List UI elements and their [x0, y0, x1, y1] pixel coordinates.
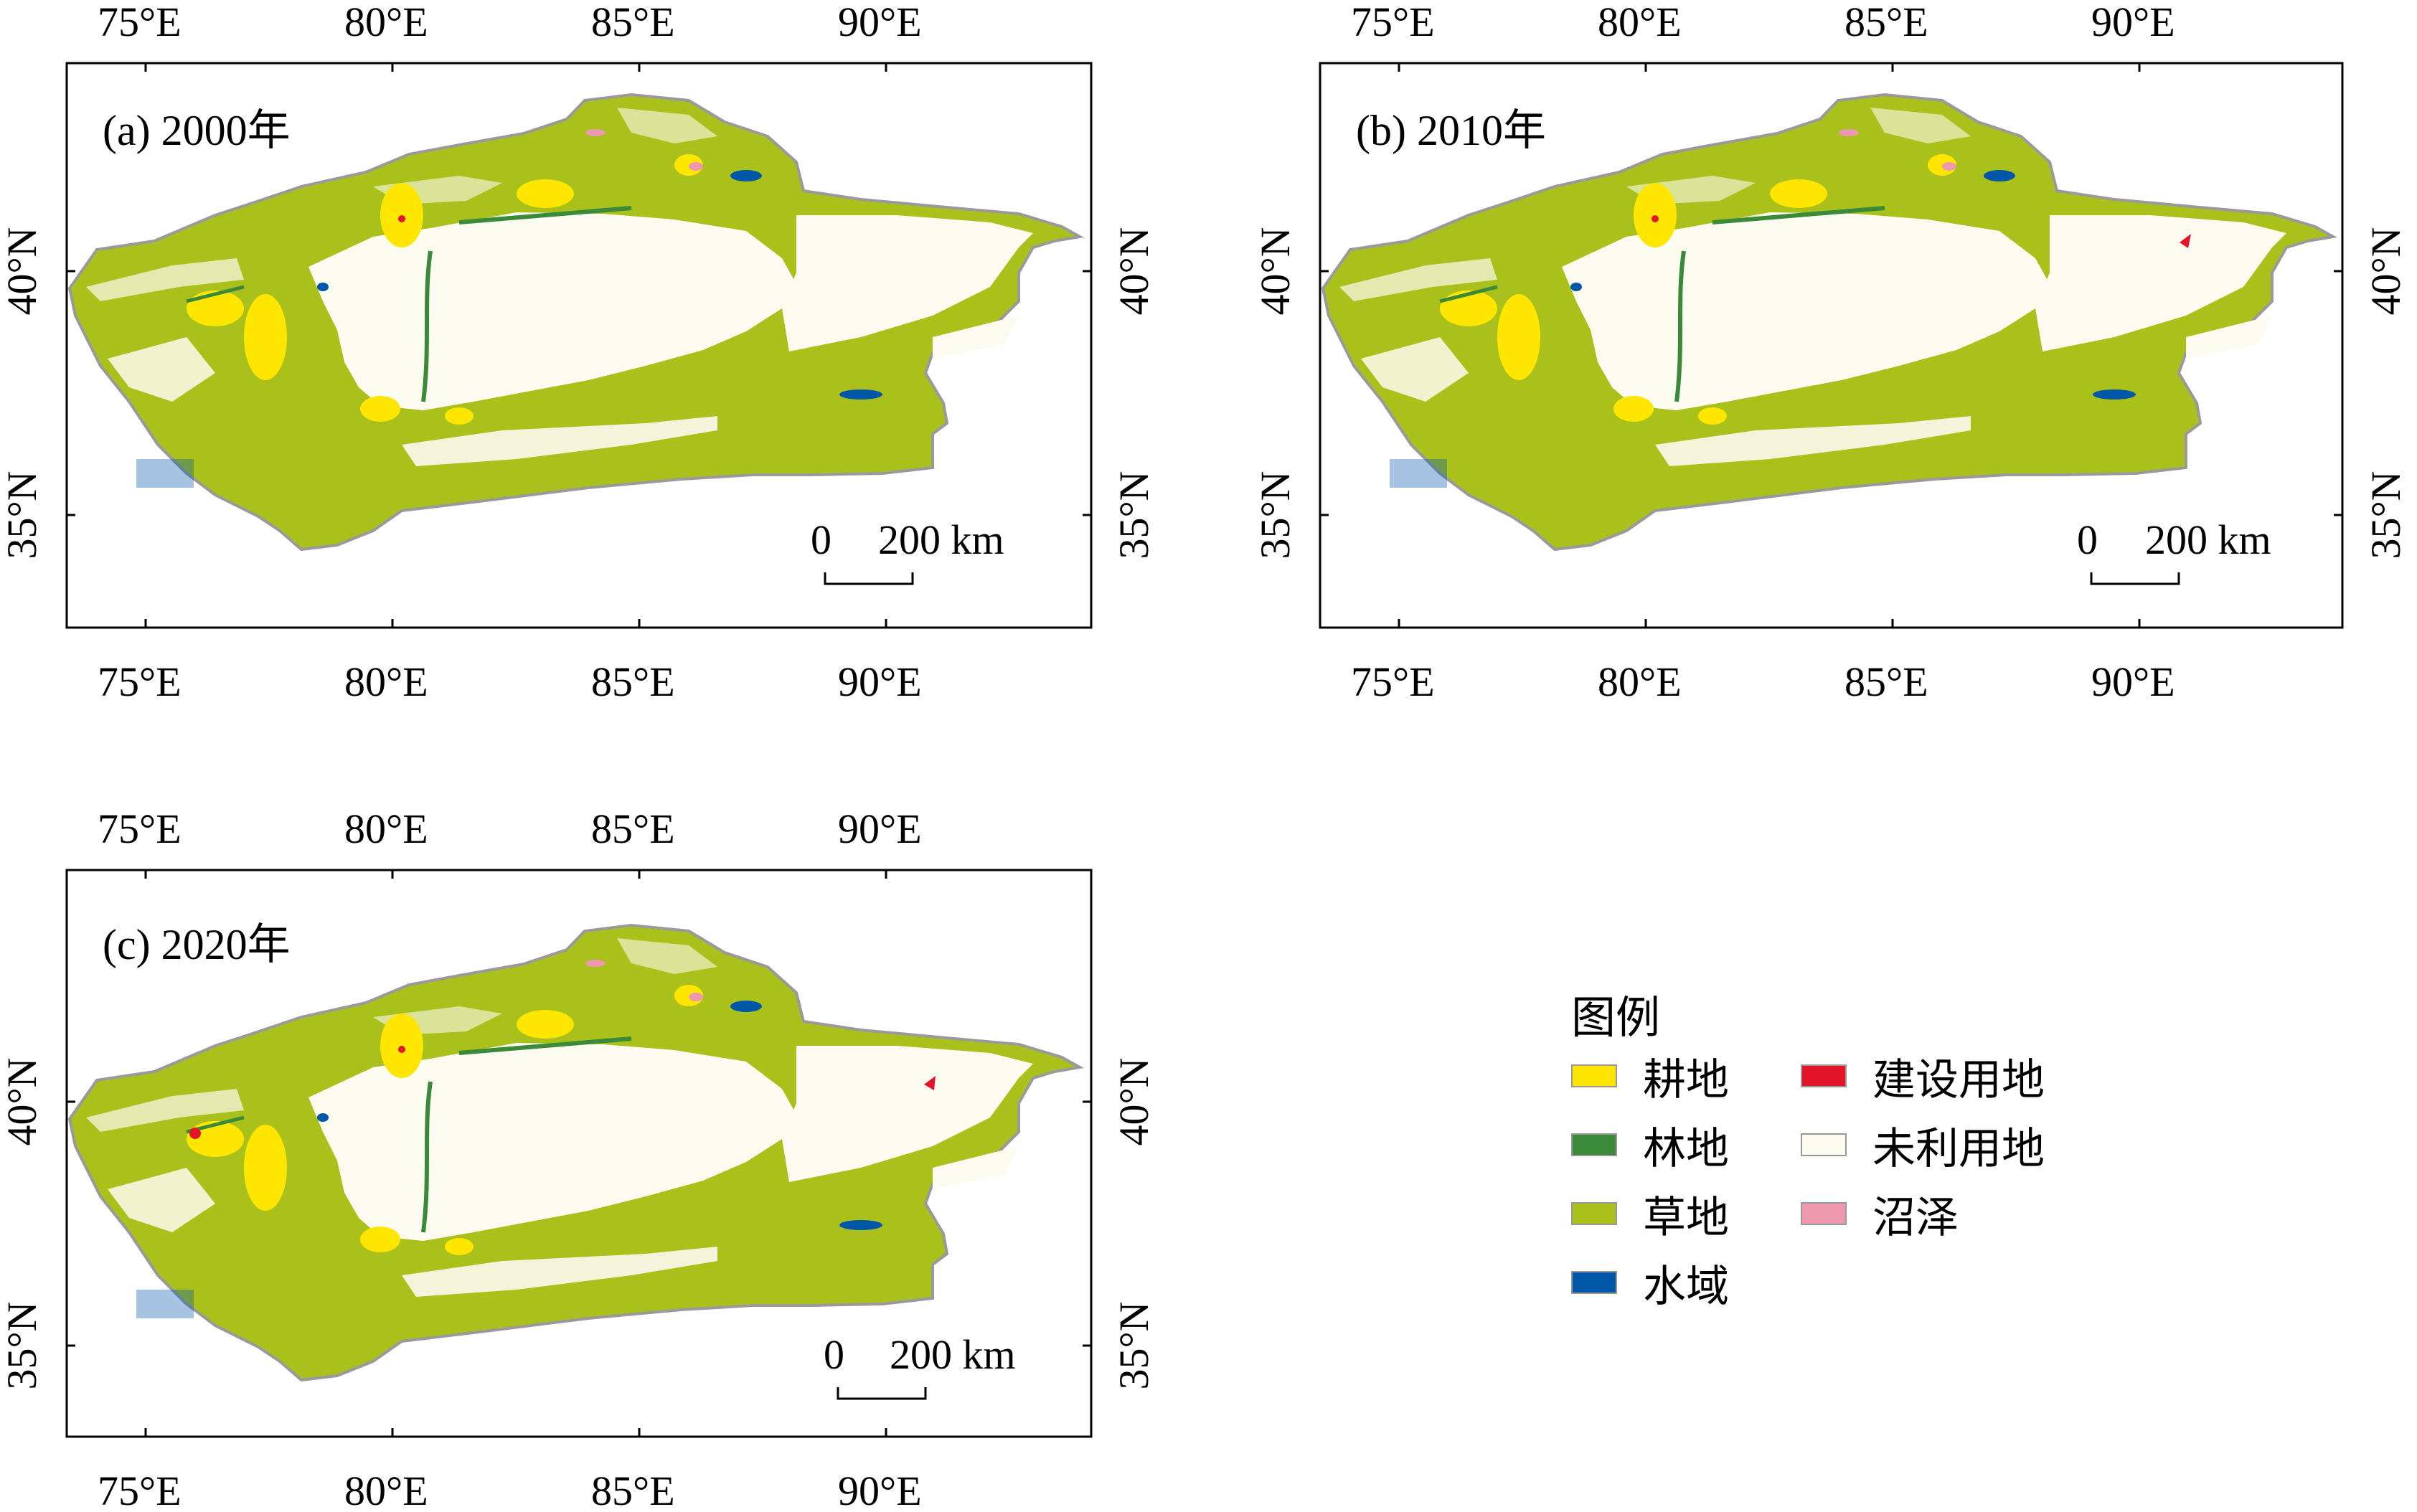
scale-bar: 0 200 km: [2077, 516, 2271, 585]
lon-tick-80: 80°E: [344, 805, 428, 852]
scale-bar: 0 200 km: [811, 516, 1004, 585]
lon-tick-90: 90°E: [2091, 658, 2175, 705]
lat-tick-35-right: 35°N: [2362, 471, 2409, 559]
lon-tick-75: 75°E: [98, 1468, 182, 1512]
lon-tick-85: 85°E: [591, 805, 675, 852]
scale-bar: 0 200 km: [824, 1331, 1016, 1400]
lat-tick-40-left: 40°N: [1252, 227, 1299, 315]
lat-tick-40-right: 40°N: [1111, 227, 1157, 315]
legend-swatch: [1801, 1064, 1847, 1087]
scale-distance: 200 km: [890, 1331, 1016, 1378]
legend-label: 林地: [1643, 1123, 1729, 1174]
construction-patch: [189, 1128, 201, 1139]
lon-tick-90: 90°E: [838, 805, 922, 852]
construction-patch: [924, 1076, 936, 1090]
lon-tick-90: 90°E: [2091, 0, 2175, 45]
lon-tick-80: 80°E: [344, 1468, 428, 1512]
panel-title: (b) 2010年: [1356, 107, 1546, 154]
scale-zero: 0: [824, 1331, 844, 1378]
legend-swatch: [1801, 1133, 1847, 1156]
legend-item-unused: 未利用地: [1801, 1116, 2045, 1174]
lon-tick-75: 75°E: [1351, 0, 1435, 45]
frame-ticks: [1320, 63, 2342, 628]
lon-tick-90: 90°E: [838, 0, 922, 45]
lon-tick-85: 85°E: [591, 0, 675, 45]
legend-item-water: 水域: [1571, 1254, 1729, 1312]
lat-tick-35-left: 35°N: [0, 471, 45, 559]
lat-tick-35-right: 35°N: [1111, 1301, 1157, 1389]
legend-label: 水域: [1643, 1261, 1729, 1312]
lon-tick-85: 85°E: [591, 658, 675, 705]
legend-swatch: [1571, 1133, 1617, 1156]
lat-tick-40-left: 40°N: [0, 1057, 45, 1145]
construction-patch: [2180, 234, 2191, 248]
scale-zero: 0: [811, 516, 831, 563]
legend-item-marsh: 沼泽: [1801, 1185, 1959, 1243]
lon-tick-85: 85°E: [1844, 658, 1928, 705]
lon-tick-80: 80°E: [344, 658, 428, 705]
lat-tick-40-right: 40°N: [2362, 227, 2409, 315]
legend-label: 建设用地: [1872, 1054, 2045, 1105]
panel-a: (a) 2000年 75°E 80°E 85°E 90°E 75°E 80°E …: [0, 0, 1157, 705]
legend-swatch: [1571, 1064, 1617, 1087]
legend-swatch: [1571, 1202, 1617, 1225]
legend-swatch: [1571, 1271, 1617, 1294]
lat-tick-40-left: 40°N: [0, 227, 45, 315]
scale-zero: 0: [2077, 516, 2098, 563]
scale-distance: 200 km: [2145, 516, 2271, 563]
lon-tick-90: 90°E: [838, 658, 922, 705]
lon-tick-80: 80°E: [344, 0, 428, 45]
legend-label: 草地: [1643, 1192, 1729, 1243]
lon-tick-75: 75°E: [1351, 658, 1435, 705]
scale-distance: 200 km: [878, 516, 1004, 563]
legend-item-grassland: 草地: [1571, 1185, 1729, 1243]
legend-swatch: [1801, 1202, 1847, 1225]
panel-title: (c) 2020年: [103, 921, 291, 968]
lat-tick-35-left: 35°N: [0, 1301, 45, 1389]
legend-item-construction: 建设用地: [1801, 1047, 2045, 1105]
lat-tick-35-right: 35°N: [1111, 471, 1157, 559]
legend-label: 耕地: [1643, 1054, 1729, 1105]
legend-label: 未利用地: [1872, 1123, 2045, 1174]
lon-tick-80: 80°E: [1598, 0, 1682, 45]
lat-tick-40-right: 40°N: [1111, 1057, 1157, 1145]
legend-title: 图例: [1571, 991, 1661, 1044]
lon-tick-85: 85°E: [591, 1468, 675, 1512]
lat-tick-35-left: 35°N: [1252, 471, 1299, 559]
lon-tick-80: 80°E: [1598, 658, 1682, 705]
legend-item-forest: 林地: [1571, 1116, 1729, 1174]
legend-label: 沼泽: [1872, 1192, 1959, 1243]
lon-tick-90: 90°E: [838, 1468, 922, 1512]
panel-b: (b) 2010年 75°E 80°E 85°E 90°E 75°E 80°E …: [1252, 0, 2409, 705]
legend: 图例 耕地 林地 草地 水域 建设用地 未利用地 沼泽: [1571, 981, 2116, 1326]
lon-tick-85: 85°E: [1844, 0, 1928, 45]
frame-ticks: [67, 63, 1091, 628]
panel-title: (a) 2000年: [103, 107, 291, 154]
lon-tick-75: 75°E: [98, 658, 182, 705]
panel-c: (c) 2020年 75°E 80°E 85°E 90°E 75°E 80°E …: [0, 805, 1157, 1512]
frame-ticks: [67, 870, 1091, 1437]
legend-item-cropland: 耕地: [1571, 1047, 1729, 1105]
lon-tick-75: 75°E: [98, 0, 182, 45]
lon-tick-75: 75°E: [98, 805, 182, 852]
